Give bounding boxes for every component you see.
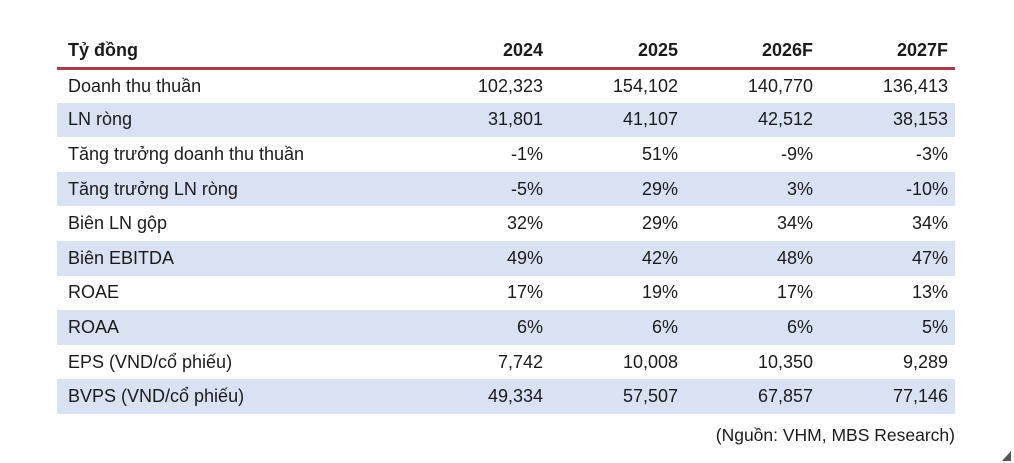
row-label: Biên EBITDA: [68, 247, 175, 268]
cell-value: 32%: [506, 213, 543, 234]
cell-value: 10,350: [757, 351, 813, 372]
cell-value: 77,146: [892, 386, 948, 407]
cell-value: -3%: [915, 143, 948, 164]
cell-value: 19%: [641, 282, 678, 303]
table-row: Tăng trưởng doanh thu thuần -1% 51% -9% …: [57, 137, 955, 172]
cell-value: 38,153: [892, 109, 948, 130]
cell-value: 57,507: [622, 386, 678, 407]
table-row: Biên EBITDA 49% 42% 48% 47%: [57, 240, 955, 276]
corner-wedge-icon: [1002, 451, 1011, 461]
cell-value: 29%: [641, 178, 678, 199]
table-row: LN ròng 31,801 41,107 42,512 38,153: [57, 102, 955, 138]
cell-value: 51%: [641, 143, 678, 164]
cell-value: -10%: [905, 178, 948, 199]
table-row: Biên LN gộp 32% 29% 34% 34%: [57, 206, 955, 241]
table-header-row: Tỷ đồng 2024 2025 2026F 2027F: [57, 35, 955, 70]
cell-value: 17%: [776, 282, 813, 303]
cell-value: 31,801: [487, 109, 543, 130]
cell-value: 102,323: [477, 75, 543, 96]
table-row: ROAE 17% 19% 17% 13%: [57, 276, 955, 311]
cell-value: 136,413: [882, 75, 948, 96]
table-row: Doanh thu thuần 102,323 154,102 140,770 …: [57, 68, 955, 103]
row-label: ROAE: [68, 282, 120, 303]
cell-value: 13%: [911, 282, 948, 303]
table-row: ROAA 6% 6% 6% 5%: [57, 310, 955, 345]
cell-value: 140,770: [747, 75, 813, 96]
cell-value: 34%: [776, 213, 813, 234]
row-label: EPS (VND/cổ phiếu): [68, 351, 233, 372]
cell-value: 5%: [921, 316, 948, 337]
table-row: BVPS (VND/cổ phiếu) 49,334 57,507 67,857…: [57, 379, 955, 414]
cell-value: 47%: [911, 247, 948, 268]
cell-value: 7,742: [497, 351, 543, 372]
cell-value: 67,857: [757, 386, 813, 407]
row-label: ROAA: [68, 316, 120, 337]
cell-value: 41,107: [622, 109, 678, 130]
cell-value: 42,512: [757, 109, 813, 130]
cell-value: 49%: [506, 247, 543, 268]
cell-value: 6%: [516, 316, 543, 337]
row-label: Doanh thu thuần: [68, 75, 202, 96]
year-header-2025: 2025: [550, 35, 685, 70]
cell-value: 48%: [776, 247, 813, 268]
cell-value: 49,334: [487, 386, 543, 407]
table-row: EPS (VND/cổ phiếu) 7,742 10,008 10,350 9…: [57, 345, 955, 380]
cell-value: 9,289: [902, 351, 948, 372]
cell-value: 29%: [641, 213, 678, 234]
cell-value: 154,102: [612, 75, 678, 96]
cell-value: 42%: [641, 247, 678, 268]
cell-value: -1%: [510, 143, 543, 164]
cell-value: 17%: [506, 282, 543, 303]
cell-value: 6%: [786, 316, 813, 337]
row-label: LN ròng: [68, 109, 133, 130]
cell-value: 3%: [786, 178, 813, 199]
cell-value: -5%: [510, 178, 543, 199]
row-label: Biên LN gộp: [68, 213, 168, 234]
row-label: Tăng trưởng LN ròng: [68, 178, 238, 199]
cell-value: 34%: [911, 213, 948, 234]
cell-value: 6%: [651, 316, 678, 337]
table-body: Doanh thu thuần 102,323 154,102 140,770 …: [57, 68, 955, 414]
year-header-2024: 2024: [415, 35, 550, 70]
year-header-2026f: 2026F: [685, 35, 820, 70]
row-label: BVPS (VND/cổ phiếu): [68, 386, 245, 407]
source-note: (Nguồn: VHM, MBS Research): [715, 425, 955, 445]
cell-value: -9%: [780, 143, 813, 164]
table-row: Tăng trưởng LN ròng -5% 29% 3% -10%: [57, 171, 955, 207]
financial-summary-table: Tỷ đồng 2024 2025 2026F 2027F Doanh thu …: [57, 35, 955, 414]
unit-header: Tỷ đồng: [57, 35, 415, 70]
year-header-2027f: 2027F: [820, 35, 955, 70]
row-label: Tăng trưởng doanh thu thuần: [68, 143, 305, 164]
cell-value: 10,008: [622, 351, 678, 372]
